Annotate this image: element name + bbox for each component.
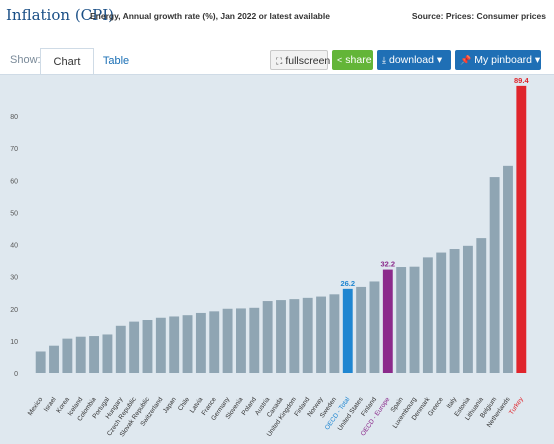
- bar[interactable]: [342, 288, 353, 373]
- tab-chart[interactable]: Chart: [40, 48, 94, 75]
- bar[interactable]: [262, 301, 273, 373]
- bar[interactable]: [115, 325, 126, 373]
- x-tick-label: Turkey: [508, 396, 525, 417]
- bar[interactable]: [195, 312, 206, 373]
- bar[interactable]: [503, 165, 513, 373]
- chart-subtitle: Energy, Annual growth rate (%), Jan 2022…: [90, 11, 330, 21]
- x-tick-label: Mexico: [27, 396, 45, 417]
- pin-icon: 📌: [460, 55, 472, 65]
- bar[interactable]: [396, 267, 407, 373]
- chart-area: [0, 74, 554, 444]
- download-icon: ⤓: [382, 55, 386, 65]
- show-label: Show:: [10, 54, 41, 66]
- bar[interactable]: [222, 308, 233, 373]
- bar[interactable]: [75, 336, 86, 373]
- pinboard-button[interactable]: 📌 My pinboard ▾: [455, 50, 541, 70]
- bar[interactable]: [249, 307, 260, 373]
- data-label: 32.2: [381, 260, 396, 269]
- bar[interactable]: [35, 351, 46, 373]
- bar[interactable]: [409, 266, 420, 373]
- download-label: download ▾: [388, 54, 443, 66]
- tab-table[interactable]: Table: [102, 55, 130, 67]
- download-button[interactable]: ⤓ download ▾: [377, 50, 451, 70]
- source-link[interactable]: Source: Prices: Consumer prices: [411, 11, 546, 21]
- share-icon: <: [337, 55, 343, 65]
- y-tick-label: 10: [10, 339, 18, 346]
- bar[interactable]: [129, 321, 140, 373]
- y-tick-label: 30: [10, 275, 18, 282]
- bar[interactable]: [49, 345, 59, 373]
- fullscreen-label: fullscreen: [285, 55, 331, 67]
- y-tick-label: 70: [10, 146, 18, 153]
- page-title: Inflation (CPI): [6, 6, 115, 24]
- bar[interactable]: [182, 315, 193, 373]
- y-tick-label: 20: [10, 307, 18, 314]
- bar[interactable]: [289, 299, 300, 373]
- bar[interactable]: [62, 338, 73, 373]
- data-label: 89.4: [514, 76, 529, 85]
- chart-toolbar: Show: Chart Table ⛶ fullscreen < share ⤓ do…: [0, 46, 554, 75]
- bar[interactable]: [142, 320, 153, 373]
- y-tick-label: 0: [14, 371, 18, 378]
- bar[interactable]: [316, 296, 326, 373]
- bar[interactable]: [356, 286, 367, 373]
- bar[interactable]: [476, 238, 487, 373]
- bar[interactable]: [276, 300, 286, 373]
- pinboard-label: My pinboard ▾: [474, 54, 541, 66]
- bar[interactable]: [89, 336, 100, 373]
- y-tick-label: 40: [10, 243, 18, 250]
- y-tick-label: 60: [10, 178, 18, 185]
- bar[interactable]: [462, 245, 473, 373]
- bar[interactable]: [436, 252, 447, 373]
- bar[interactable]: [449, 249, 460, 373]
- fullscreen-icon: ⛶: [276, 56, 283, 66]
- bar[interactable]: [422, 257, 433, 373]
- bar[interactable]: [489, 177, 500, 373]
- bar[interactable]: [236, 308, 246, 373]
- bar[interactable]: [382, 269, 393, 373]
- bar[interactable]: [302, 297, 313, 373]
- bar[interactable]: [102, 334, 113, 373]
- bar[interactable]: [516, 85, 527, 374]
- bar[interactable]: [155, 317, 166, 373]
- bar[interactable]: [209, 311, 220, 373]
- y-tick-label: 80: [10, 114, 18, 121]
- y-tick-label: 50: [10, 210, 18, 217]
- share-button[interactable]: < share: [332, 50, 373, 70]
- fullscreen-button[interactable]: ⛶ fullscreen: [270, 50, 331, 70]
- bar[interactable]: [369, 281, 380, 373]
- bar[interactable]: [329, 294, 340, 373]
- x-tick-label: Japan: [162, 396, 178, 415]
- share-label: share: [345, 54, 372, 66]
- bar[interactable]: [169, 316, 180, 373]
- data-label: 26.2: [340, 279, 355, 288]
